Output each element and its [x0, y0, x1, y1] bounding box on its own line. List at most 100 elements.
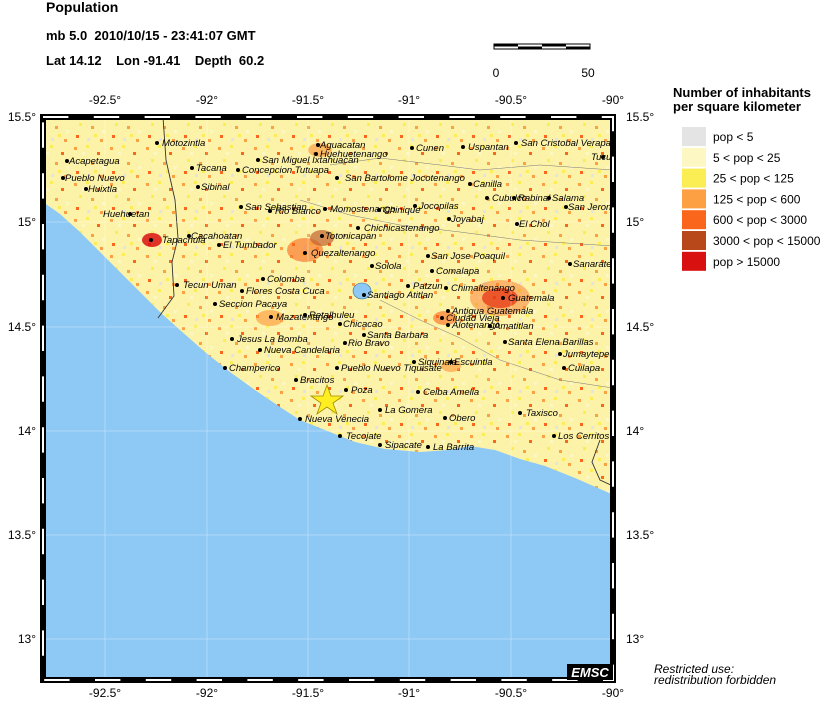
- city-label: Tapachula: [162, 235, 206, 246]
- city-label: San Miguel Ixtahuacan: [262, 155, 359, 166]
- lon-label: -90°: [602, 93, 624, 107]
- lon-label: -91°: [398, 93, 420, 107]
- legend-swatch: [682, 127, 706, 146]
- city-dot: [323, 207, 327, 211]
- lat-label: 13.5°: [626, 528, 654, 542]
- scale-label: 0: [493, 66, 500, 80]
- city-label: San Bartolome Jocotenango: [345, 173, 465, 184]
- city-dot: [338, 322, 342, 326]
- legend-swatch: [682, 251, 706, 271]
- city-dot: [223, 366, 227, 370]
- legend-title: per square kilometer: [673, 99, 801, 114]
- event-location: Lat 14.12 Lon -91.41 Depth 60.2: [46, 53, 264, 68]
- city-dot: [568, 262, 572, 266]
- city-label: Bracitos: [300, 375, 335, 386]
- city-label: La Gomera: [385, 405, 433, 416]
- city-dot: [518, 411, 522, 415]
- city-dot: [416, 390, 420, 394]
- city-dot: [449, 360, 453, 364]
- legend-title: Number of inhabitants: [673, 85, 811, 100]
- lake: [352, 282, 372, 300]
- lat-label: 13°: [18, 632, 36, 646]
- lat-label: 15.5°: [8, 110, 36, 124]
- city-dot: [558, 352, 562, 356]
- scale-label: 50: [581, 66, 595, 80]
- legend-label: 25 < pop < 125: [713, 172, 794, 186]
- map-frame-dashes: [42, 116, 614, 681]
- city-dot: [426, 445, 430, 449]
- city-label: Jocopilas: [418, 201, 459, 212]
- badge-box: [567, 664, 613, 680]
- city-dot: [338, 434, 342, 438]
- city-dot: [406, 284, 410, 288]
- lon-label: -92°: [196, 686, 218, 700]
- city-dot: [413, 204, 417, 208]
- epicenter-star: [309, 383, 345, 416]
- city-dot: [501, 296, 505, 300]
- city-label: La Barrita: [433, 442, 474, 453]
- city-dot: [378, 443, 382, 447]
- lon-label: -90°: [602, 686, 624, 700]
- city-dot: [547, 196, 551, 200]
- city-label: Chimaltenango: [451, 283, 515, 294]
- city-dot: [316, 143, 320, 147]
- city-dot: [335, 176, 339, 180]
- city-dot: [335, 366, 339, 370]
- lon-label: -92.5°: [89, 93, 121, 107]
- legend-label: 125 < pop < 600: [713, 192, 801, 206]
- lat-label: 14.5°: [626, 320, 654, 334]
- lon-label: -91.5°: [292, 686, 324, 700]
- city-dot: [298, 417, 302, 421]
- city-dot: [303, 313, 307, 317]
- city-label: Sipacate: [385, 440, 422, 451]
- city-label: Tecojate: [346, 431, 382, 442]
- city-label: Escuintla: [454, 357, 493, 368]
- city-label: Amatitlan: [493, 321, 534, 332]
- lon-label: -91.5°: [292, 93, 324, 107]
- legend-swatch: [682, 189, 706, 209]
- city-label: Jesus La Bomba: [236, 334, 308, 345]
- city-label: Solola: [375, 261, 401, 272]
- city-dot: [378, 408, 382, 412]
- city-dot: [268, 209, 272, 213]
- city-dot: [213, 302, 217, 306]
- city-dot: [562, 366, 566, 370]
- city-label: Huehuetenango: [320, 149, 388, 160]
- city-label: Rio Bravo: [348, 338, 390, 349]
- city-label: Sibinal: [201, 182, 230, 193]
- city-dot: [447, 217, 451, 221]
- city-dot: [261, 277, 265, 281]
- city-dot: [362, 293, 366, 297]
- city-dot: [343, 341, 347, 345]
- badge: EMSC: [571, 665, 609, 680]
- legend-label: 5 < pop < 25: [713, 151, 781, 165]
- city-dot: [488, 324, 492, 328]
- city-dot: [217, 243, 221, 247]
- city-label: San Sebastian: [245, 202, 307, 213]
- city-dot: [187, 234, 191, 238]
- city-label: San Jeronimo: [568, 202, 627, 213]
- map-title: Population: [46, 0, 118, 15]
- city-label: Colomba: [267, 274, 305, 285]
- city-label: Pueblo Nuevo Tiquisate: [341, 363, 442, 374]
- legend-label: 3000 < pop < 15000: [713, 234, 821, 248]
- city-dot: [512, 196, 516, 200]
- city-label: Cubulco: [492, 193, 527, 204]
- notice: redistribution forbidden: [654, 673, 776, 687]
- city-dot: [514, 141, 518, 145]
- city-label: Ciudad Vieja: [446, 313, 500, 324]
- city-dot: [440, 316, 444, 320]
- city-label: Nueva Venecia: [305, 414, 369, 425]
- city-label: Mazatenango: [276, 312, 334, 323]
- city-label: El Tumbador: [223, 240, 278, 251]
- city-dot: [239, 205, 243, 209]
- lat-label: 15.5°: [626, 110, 654, 124]
- lon-label: -92.5°: [89, 686, 121, 700]
- city-dot: [430, 269, 434, 273]
- city-label: Totonicapan: [325, 231, 376, 242]
- city-dot: [65, 159, 69, 163]
- city-dot: [84, 187, 88, 191]
- legend-label: pop > 15000: [713, 255, 780, 269]
